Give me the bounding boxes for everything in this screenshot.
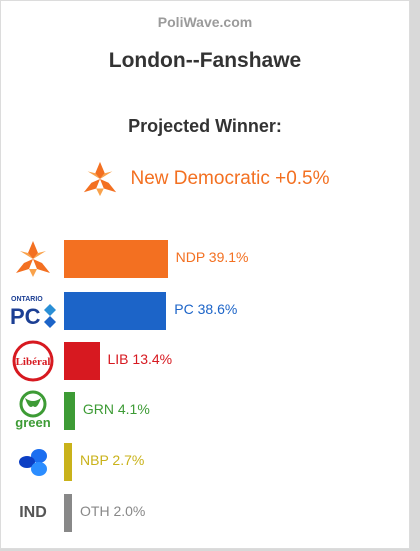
site-name[interactable]: PoliWave.com xyxy=(157,14,253,30)
nbp-logo-icon xyxy=(19,449,47,476)
projected-winner-heading: Projected Winner: xyxy=(128,116,282,136)
party-row-lib: Libéral LIB 13.4% xyxy=(1,337,409,385)
bar-grn xyxy=(64,392,75,430)
bar-lib xyxy=(64,342,100,380)
bar-pc xyxy=(64,292,167,330)
party-row-grn: green GRN 4.1% xyxy=(1,387,409,435)
liberal-logo-icon: Libéral xyxy=(12,340,54,382)
label-ndp: NDP 39.1% xyxy=(175,249,249,265)
party-row-nbp: NBP 2.7% xyxy=(1,438,409,486)
label-pc: PC 38.6% xyxy=(174,301,238,317)
label-grn: GRN 4.1% xyxy=(82,401,150,417)
ndp-logo-icon xyxy=(84,161,117,197)
svg-text:PC: PC xyxy=(10,304,41,329)
label-lib: LIB 13.4% xyxy=(107,351,173,367)
riding-title: London--Fanshawe xyxy=(108,49,302,72)
green-logo-icon: green xyxy=(15,390,51,430)
svg-text:green: green xyxy=(15,415,50,430)
ndp-logo-icon xyxy=(16,241,50,277)
winner-label: New Democratic +0.5% xyxy=(130,168,330,189)
bar-nbp xyxy=(64,443,72,481)
projected-winner: New Democratic +0.5% xyxy=(1,161,409,197)
ind-text-icon: IND xyxy=(19,504,47,521)
party-row-ndp: NDP 39.1% xyxy=(1,235,409,283)
pc-logo-icon: ONTARIO PC xyxy=(10,296,56,329)
bar-ndp xyxy=(64,240,168,278)
svg-text:Libéral: Libéral xyxy=(16,356,51,368)
label-nbp: NBP 2.7% xyxy=(80,452,145,468)
label-oth: OTH 2.0% xyxy=(80,503,146,519)
party-row-pc: ONTARIO PC PC 38.6% xyxy=(1,287,409,335)
party-row-oth: IND OTH 2.0% xyxy=(1,489,409,537)
bar-oth xyxy=(64,494,72,532)
svg-text:ONTARIO: ONTARIO xyxy=(11,296,43,303)
results-card: PoliWave.com London--Fanshawe Projected … xyxy=(0,0,410,549)
